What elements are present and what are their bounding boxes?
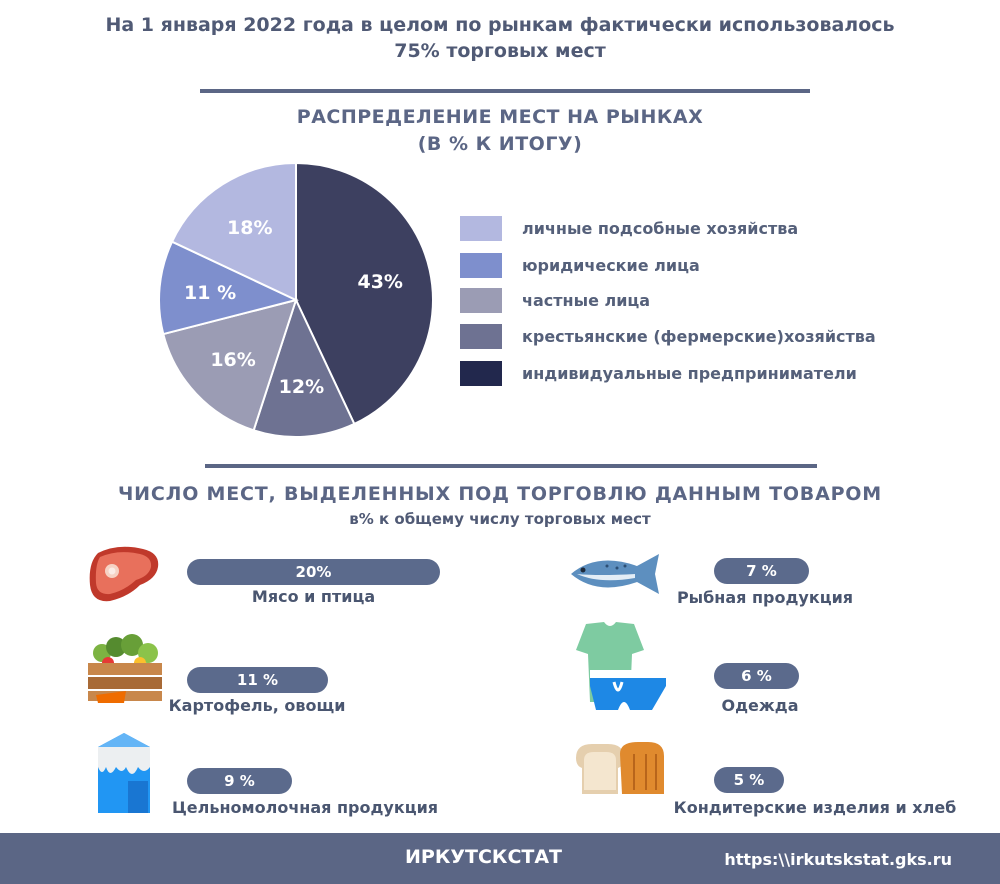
pie-title-line-2: (В % К ИТОГУ): [417, 133, 583, 155]
legend-swatch: [460, 323, 502, 349]
bar-milk: 9 %: [187, 768, 292, 794]
pie-title-line-1: РАСПРЕДЕЛЕНИЕ МЕСТ НА РЫНКАХ: [296, 106, 704, 128]
milk-icon: [98, 733, 150, 813]
pie-slice-private-label: 16%: [210, 349, 255, 371]
footer: [0, 833, 1000, 884]
fish-icon: [571, 554, 659, 594]
bar-label-meat: Мясо и птица: [251, 587, 376, 606]
bar-label-bread: Кондитерские изделия и хлеб: [673, 798, 957, 817]
legend-item: частные лица: [460, 287, 650, 313]
legend-swatch: [460, 287, 502, 313]
bread-icon: [576, 742, 664, 794]
pie-slice-individual: [295, 161, 434, 426]
bar-clothes: 6 %: [714, 663, 799, 689]
bar-label-milk: Цельномолочная продукция: [171, 798, 439, 817]
bar-meat: 20%: [187, 559, 440, 585]
footer-url: https:\\irkutskstat.gks.ru: [724, 850, 952, 869]
bars-section-subtitle: в% к общему числу торговых мест: [349, 510, 651, 528]
divider-top: [200, 89, 810, 93]
bar-label-vegetables: Картофель, овощи: [168, 696, 346, 715]
pie-slice-household: [170, 161, 297, 302]
legend-label: частные лица: [522, 290, 651, 310]
legend-item: личные подсобные хозяйства: [460, 215, 798, 241]
legend-label: личные подсобные хозяйства: [522, 218, 799, 238]
headline: На 1 января 2022 года в целом по рынкам …: [0, 12, 1000, 64]
legend-label: индивидуальные предприниматели: [522, 363, 857, 383]
pie-slice-legal: [158, 240, 299, 336]
pie-slice-farm-label: 12%: [279, 376, 324, 398]
legend-item: крестьянские (фермерские)хозяйства: [460, 323, 876, 349]
bar-label-fish: Рыбная продукция: [676, 588, 854, 607]
pie-section-title: РАСПРЕДЕЛЕНИЕ МЕСТ НА РЫНКАХ (В % К ИТОГ…: [0, 104, 1000, 158]
bar-vegetables: 11 %: [187, 667, 328, 693]
footer-org: ИРКУТСКСТАТ: [405, 846, 563, 868]
bar-bread: 5 %: [714, 767, 784, 793]
pie-slice-legal-label: 11 %: [184, 282, 236, 304]
pie-slice-farm: [252, 297, 356, 438]
legend-item: юридические лица: [460, 252, 700, 278]
headline-line-2: 75% торговых мест: [394, 40, 606, 62]
clothes-icon: [576, 622, 666, 710]
headline-line-1: На 1 января 2022 года в целом по рынкам …: [105, 14, 895, 36]
bar-label-clothes: Одежда: [721, 696, 799, 715]
vegetables-icon: [88, 634, 162, 703]
pie-slice-individual-label: 43%: [357, 271, 402, 293]
pie-slice-private: [162, 298, 298, 432]
bar-fish: 7 %: [714, 558, 809, 584]
divider-middle: [205, 464, 817, 468]
legend-swatch: [460, 252, 502, 278]
legend-label: крестьянские (фермерские)хозяйства: [522, 326, 876, 346]
legend-label: юридические лица: [522, 255, 700, 275]
legend-swatch: [460, 360, 502, 386]
pie-slice-household-label: 18%: [227, 217, 272, 239]
bars-section-title: ЧИСЛО МЕСТ, ВЫДЕЛЕННЫХ ПОД ТОРГОВЛЮ ДАНН…: [118, 483, 882, 505]
meat-icon: [89, 546, 159, 602]
legend-swatch: [460, 215, 502, 241]
legend-item: индивидуальные предприниматели: [460, 360, 857, 386]
